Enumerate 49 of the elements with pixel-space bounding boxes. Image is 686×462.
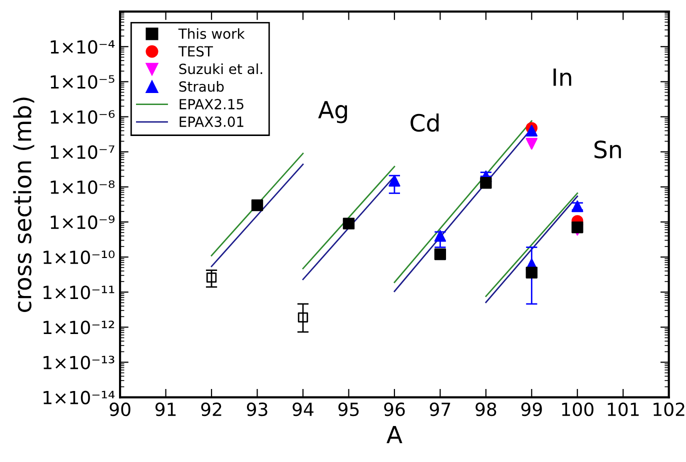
y-tick-label: 1×10⁻⁵ [50,75,114,89]
x-tick-label: 102 [654,402,684,416]
y-tick-label: 1×10⁻⁷ [50,145,114,159]
x-tick-label: 91 [155,402,176,416]
x-tick-label: 96 [384,402,405,416]
point [480,177,492,189]
x-tick-label: 94 [292,402,314,416]
point [572,222,584,234]
x-tick-label: 90 [110,402,130,416]
x-tick-label: 92 [201,402,222,416]
y-tick-label: 1×10⁻¹² [44,320,114,334]
y-tick-label: 1×10⁻¹⁰ [44,250,115,264]
legend-label: TEST [178,46,213,57]
point [526,266,538,278]
x-tick-label: 100 [562,402,594,416]
legend-label: EPAX3.01 [180,116,244,128]
point [206,272,217,283]
point [526,124,538,137]
point [434,230,446,242]
point [526,138,538,150]
x-tick-label: 98 [476,402,496,416]
y-tick-label: 1×10⁻¹⁴ [44,390,115,404]
legend-label: Straub [179,81,224,92]
y-tick-label: 1×10⁻¹¹ [44,286,114,300]
x-tick-label: 95 [338,402,359,416]
x-axis-title: A [386,426,402,444]
point [298,312,308,322]
y-tick-label: 1×10⁻⁸ [50,180,115,194]
y-tick-label: 1×10⁻⁶ [50,110,115,124]
x-tick-label: 93 [246,402,268,416]
point [342,218,355,230]
point [572,200,584,212]
annotation: Cd [410,113,439,132]
annotation: In [554,68,572,86]
legend-label: Suzuki et al. [179,63,262,74]
point [434,248,446,260]
legend-label: EPAX2.15 [180,98,244,110]
annotation: Sn [594,140,621,158]
point [251,199,264,212]
x-tick-label: 99 [521,402,542,416]
x-tick-label: 101 [608,402,639,416]
y-tick-label: 1×10⁻⁴ [50,40,115,54]
y-tick-label: 1×10⁻¹³ [44,356,114,370]
point [388,174,400,187]
x-tick-label: 97 [430,402,450,416]
y-tick-label: 1×10⁻⁹ [50,215,115,230]
y-axis-title: cross section (mb) [13,98,34,312]
legend-label: This work [178,28,245,39]
annotation: Ag [318,101,347,124]
